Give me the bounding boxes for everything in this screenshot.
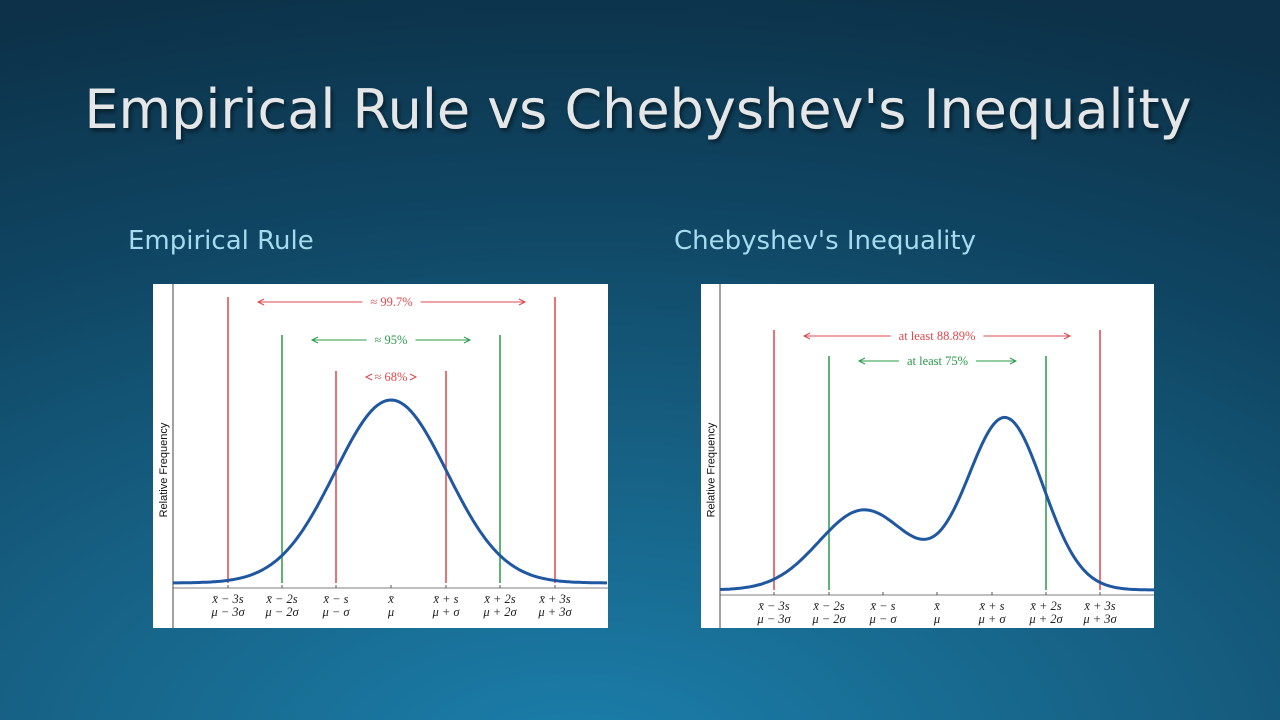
tick-label-population: μ − σ [868, 612, 897, 626]
y-axis-label: Relative Frequency [706, 422, 718, 517]
arrow-head [1009, 357, 1018, 365]
arrow-head [364, 373, 373, 381]
arrow-head [409, 373, 418, 381]
tick-label-sample: x̄ + s [432, 592, 458, 606]
tick-label-population: μ [933, 612, 940, 626]
tick-label-sample: x̄ − s [322, 592, 348, 606]
tick-label-population: μ + 3σ [1082, 612, 1117, 626]
y-axis-label: Relative Frequency [158, 422, 170, 517]
slide-title: Empirical Rule vs Chebyshev's Inequality [84, 78, 1191, 141]
tick-label-population: μ + 2σ [482, 605, 517, 619]
tick-label-sample: x̄ − s [869, 599, 895, 613]
figure-background [701, 284, 1154, 628]
annotation: at least 75% [907, 354, 968, 368]
tick-label-sample: x̄ + 3s [538, 592, 570, 606]
arrow-head [802, 332, 811, 340]
arrow-head [518, 298, 527, 306]
tick-label-population: μ + σ [977, 612, 1006, 626]
tick-label-population: μ + 3σ [537, 605, 572, 619]
arrow-head [310, 336, 319, 344]
distribution-curve [719, 415, 1154, 592]
tick-label-sample: x̄ + 3s [1083, 599, 1115, 613]
figure: Relative Frequency at least 88.89% at leas… [701, 284, 1154, 628]
figure-background [153, 284, 608, 628]
panel-heading: Empirical Rule [128, 226, 314, 256]
annotation: ≈ 95% [375, 333, 408, 347]
arrow-head [463, 336, 472, 344]
tick-label-sample: x̄ − 3s [211, 592, 243, 606]
tick-label-sample: x̄ − 3s [757, 599, 789, 613]
tick-label-population: μ − 3σ [756, 612, 791, 626]
tick-label-population: μ + 2σ [1028, 612, 1063, 626]
tick-label-population: μ + σ [431, 605, 460, 619]
annotation: ≈ 99.7% [370, 295, 412, 309]
tick-label-sample: x̄ + 2s [1029, 599, 1061, 613]
tick-label-population: μ − 3σ [210, 605, 245, 619]
tick-label-sample: x̄ − 2s [812, 599, 844, 613]
distribution-curve [173, 398, 607, 585]
tick-label-population: μ − σ [321, 605, 350, 619]
arrow-head [1063, 332, 1072, 340]
panel-heading: Chebyshev's Inequality [674, 226, 976, 256]
tick-label-sample: x̄ [387, 592, 394, 606]
annotation: ≈ 68% [375, 370, 408, 384]
annotation: at least 88.89% [899, 329, 976, 343]
tick-label-population: μ [387, 605, 394, 619]
tick-label-sample: x̄ − 2s [265, 592, 297, 606]
figure: Relative Frequency ≈ 99.7% ≈ 95% ≈ 68% x̄ − … [153, 284, 608, 628]
tick-label-population: μ − 2σ [811, 612, 846, 626]
tick-label-sample: x̄ [933, 599, 940, 613]
tick-label-population: μ − 2σ [264, 605, 299, 619]
arrow-head [256, 298, 265, 306]
tick-label-sample: x̄ + s [978, 599, 1004, 613]
tick-label-sample: x̄ + 2s [483, 592, 515, 606]
arrow-head [857, 357, 866, 365]
